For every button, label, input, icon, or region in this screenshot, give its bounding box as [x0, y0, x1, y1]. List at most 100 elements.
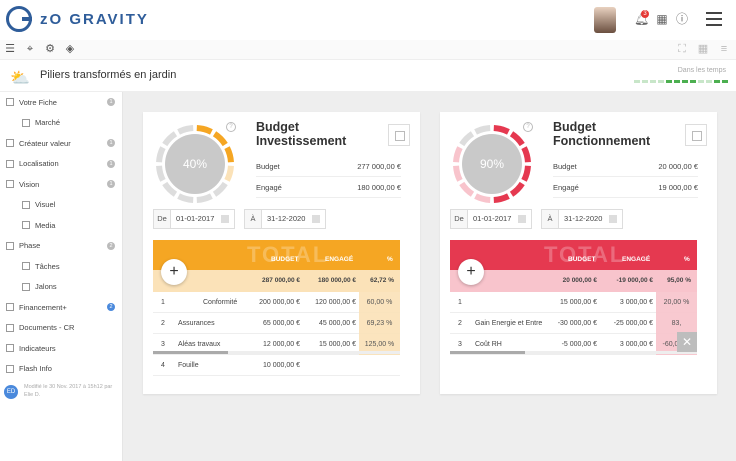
gear-icon[interactable]: ⚙	[45, 43, 55, 55]
checkbox[interactable]	[22, 221, 30, 230]
row-number: 4	[161, 362, 165, 369]
gauge-center	[165, 134, 225, 194]
layers-icon[interactable]: ◈	[65, 43, 75, 55]
row-percent: 125,00 %	[359, 334, 400, 355]
row-label: Aléas travaux	[178, 341, 221, 348]
row-budget: 200 000,00 €	[259, 299, 300, 306]
row-number: 2	[458, 320, 462, 327]
count-badge: 2	[107, 241, 115, 250]
budget-label: Budget	[553, 162, 577, 171]
location-pin-icon[interactable]: ⌖	[26, 43, 34, 55]
user-avatar[interactable]	[594, 7, 616, 33]
end-date-input[interactable]: 31-12-2020	[559, 209, 623, 229]
rows-icon[interactable]: ≡	[720, 43, 728, 55]
help-icon[interactable]: ⓘ	[675, 12, 688, 26]
calendar-icon[interactable]: ▦	[656, 12, 668, 26]
checkbox[interactable]	[22, 118, 30, 127]
sidebar-item[interactable]: Vision 1	[0, 174, 122, 195]
grid-icon[interactable]: ▦	[697, 43, 709, 55]
expand-button[interactable]	[388, 124, 410, 146]
sidebar-item[interactable]: Indicateurs	[0, 338, 122, 359]
sidebar-item[interactable]: Localisation 1	[0, 154, 122, 175]
start-date-input[interactable]: 01-01-2017	[171, 209, 235, 229]
checkbox[interactable]	[22, 200, 30, 209]
horizontal-scrollbar[interactable]	[450, 351, 697, 354]
calendar-icon[interactable]	[312, 215, 320, 223]
table-row[interactable]: 3 Aléas travaux 12 000,00 € 15 000,00 € …	[153, 334, 400, 355]
table-row[interactable]: 4 Fouille 10 000,00 €	[153, 355, 400, 376]
end-date-input[interactable]: 31-12-2020	[262, 209, 326, 229]
collapse-toggle-icon[interactable]	[6, 303, 14, 312]
sidebar-item[interactable]: Marché	[0, 113, 122, 134]
gauge-segment	[521, 165, 531, 182]
start-date: De 01-01-2017	[450, 209, 532, 229]
collapse-toggle-icon[interactable]	[6, 241, 14, 250]
sidebar-item[interactable]: Phase 2	[0, 236, 122, 257]
sidebar-item[interactable]: Visuel	[0, 195, 122, 216]
timeline-status-label: Dans les temps	[677, 67, 726, 74]
collapse-toggle-icon[interactable]	[6, 180, 14, 189]
start-date-input[interactable]: 01-01-2017	[468, 209, 532, 229]
logo-icon	[6, 6, 32, 32]
table-row[interactable]: 2 Gain Energie et Entre -30 000,00 € -25…	[450, 313, 697, 334]
table-row[interactable]: 2 Assurances 65 000,00 € 45 000,00 € 69,…	[153, 313, 400, 334]
scrollbar-thumb[interactable]	[450, 351, 525, 354]
question-icon[interactable]: ?	[523, 122, 533, 132]
horizontal-scrollbar[interactable]	[153, 351, 400, 354]
close-icon[interactable]: ✕	[677, 332, 697, 352]
gauge-segment	[453, 146, 463, 163]
row-percent: 20,00 %	[656, 292, 697, 313]
sidebar-item[interactable]: Créateur valeur 1	[0, 133, 122, 154]
row-budget: -30 000,00 €	[557, 320, 597, 327]
checkbox[interactable]	[22, 282, 30, 291]
sidebar-item[interactable]: Tâches	[0, 256, 122, 277]
calendar-icon[interactable]	[221, 215, 229, 223]
row-percent: 60,00 %	[359, 292, 400, 313]
hamburger-menu-icon[interactable]	[706, 12, 722, 26]
sidebar-item[interactable]: Flash Info	[0, 359, 122, 380]
scrollbar-thumb[interactable]	[153, 351, 228, 354]
sidebar-item[interactable]: Documents - CR	[0, 318, 122, 339]
row-label: Conformité	[203, 299, 238, 306]
add-line-button[interactable]: +	[161, 259, 187, 285]
count-badge: 1	[107, 180, 115, 189]
fullscreen-icon[interactable]: ⛶	[678, 43, 686, 55]
app-logo[interactable]: zO GRAVITY	[6, 6, 149, 32]
question-icon[interactable]: ?	[226, 122, 236, 132]
list-icon[interactable]: ☰	[5, 43, 15, 55]
end-date-label: À	[541, 209, 559, 229]
collapse-toggle-icon[interactable]	[6, 159, 14, 168]
calendar-icon[interactable]	[609, 215, 617, 223]
collapse-toggle-icon[interactable]	[6, 364, 14, 373]
sidebar-item[interactable]: Jalons	[0, 277, 122, 298]
add-line-button[interactable]: +	[458, 259, 484, 285]
total-percent: 95,00 %	[667, 277, 691, 284]
calendar-icon[interactable]	[518, 215, 526, 223]
sidebar-item-label: Visuel	[35, 200, 56, 210]
collapse-toggle-icon[interactable]	[6, 323, 14, 332]
sidebar-item[interactable]: Financement+ 2	[0, 297, 122, 318]
row-number: 1	[458, 299, 462, 306]
collapse-toggle-icon[interactable]	[6, 139, 14, 148]
toolbar: ☰ ⌖ ⚙ ◈ ⛶ ▦ ≡	[0, 40, 736, 60]
row-label: Assurances	[178, 320, 215, 327]
table-row[interactable]: 1 15 000,00 € 3 000,00 € 20,00 %	[450, 292, 697, 313]
sidebar-item[interactable]: Media	[0, 215, 122, 236]
budget-card-fonctionnement: 90% ? Budget Fonctionnement Budget 20 00…	[440, 112, 717, 394]
table-row[interactable]: 1 Conformité 200 000,00 € 120 000,00 € 6…	[153, 292, 400, 313]
sidebar-item-label: Localisation	[19, 159, 59, 169]
start-date-value: 01-01-2017	[176, 214, 215, 223]
end-date-value: 31-12-2020	[267, 214, 306, 223]
collapse-toggle-icon[interactable]	[6, 344, 14, 353]
total-percent: 62,72 %	[370, 277, 394, 284]
gauge-segment	[156, 146, 166, 163]
checkbox[interactable]	[22, 262, 30, 271]
budget-gauge	[453, 125, 531, 203]
collapse-toggle-icon[interactable]	[6, 98, 14, 107]
expand-button[interactable]	[685, 124, 707, 146]
main-content: 40% ? Budget Investissement Budget 277 0…	[123, 92, 736, 461]
editor-avatar: ED	[4, 385, 18, 399]
sidebar-item[interactable]: Votre Fiche 1	[0, 92, 122, 113]
gauge-percent: 90%	[479, 157, 505, 171]
total-watermark: TOTAL	[544, 242, 626, 267]
